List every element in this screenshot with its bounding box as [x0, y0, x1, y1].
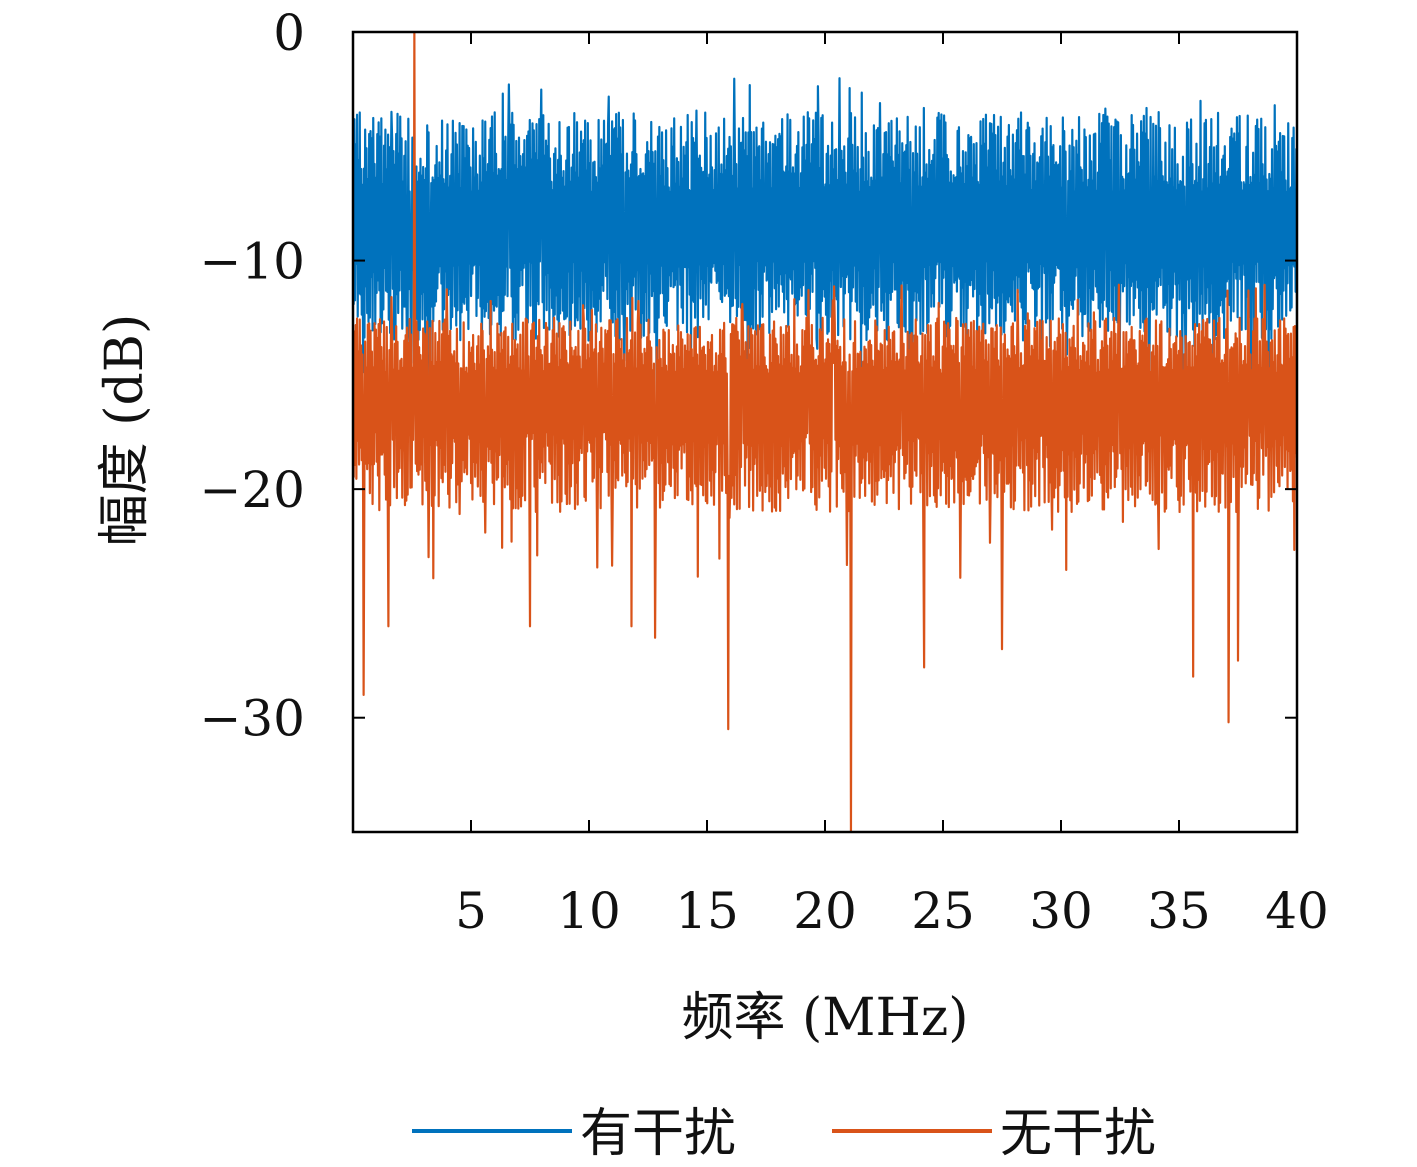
y-tick-label: −20	[199, 461, 305, 519]
legend-label-with-interference: 有干扰	[580, 1104, 736, 1164]
legend-label-without-interference: 无干扰	[1000, 1104, 1156, 1164]
plot-area	[353, 32, 1297, 832]
x-tick-label: 15	[675, 882, 739, 940]
legend: 有干扰 无干扰	[412, 1104, 1156, 1164]
x-tick-label: 5	[455, 882, 487, 940]
series-line-without-interference	[353, 32, 1297, 832]
y-tick-label: −30	[199, 690, 305, 748]
x-tick-label: 25	[911, 882, 975, 940]
x-tick-label: 40	[1265, 882, 1329, 940]
y-tick-label: −10	[199, 233, 305, 291]
y-tick-label: 0	[273, 4, 305, 62]
x-tick-label: 30	[1029, 882, 1093, 940]
x-tick-label: 20	[793, 882, 857, 940]
ticks-layer	[353, 31, 1298, 832]
x-axis-label: 频率 (MHz)	[681, 988, 968, 1048]
series-layer	[353, 32, 1297, 832]
series-line-with-interference	[353, 77, 1297, 407]
y-axis-label: 幅度 (dB)	[95, 314, 155, 547]
x-tick-label: 10	[557, 882, 621, 940]
tick-labels: 5 10 15 20 25 30 35 40 0 −10 −20 −30	[199, 4, 1328, 940]
x-tick-label: 35	[1147, 882, 1211, 940]
